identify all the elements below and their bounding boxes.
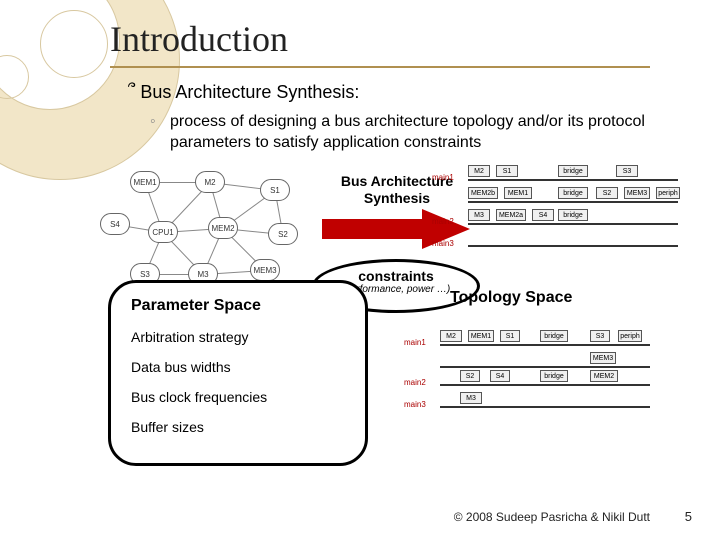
bus-block: periph — [618, 330, 642, 342]
bus-line — [440, 406, 650, 408]
bus-lane-label: main3 — [432, 239, 454, 248]
parameter-item: Bus clock frequencies — [131, 389, 345, 405]
graph-node: CPU1 — [148, 221, 178, 243]
parameter-item: Arbitration strategy — [131, 329, 345, 345]
parameter-space-box: Parameter Space Arbitration strategy Data… — [108, 280, 368, 466]
page-number: 5 — [685, 509, 692, 524]
bus-lane-label: main1 — [404, 338, 426, 347]
graph-node: MEM1 — [130, 171, 160, 193]
bus-block: S4 — [532, 209, 554, 221]
bullet-main: ՞ Bus Architecture Synthesis: — [128, 82, 359, 103]
graph-node: S4 — [100, 213, 130, 235]
bus-block: MEM2 — [590, 370, 618, 382]
bus-block: S3 — [590, 330, 610, 342]
bullet-sub: process of designing a bus architecture … — [170, 112, 670, 154]
bus-block: S1 — [496, 165, 518, 177]
topology-upper: main1M2S1bridgeS3MEM2bMEM1bridgeS2MEM3pe… — [468, 165, 688, 255]
bus-block: MEM3 — [624, 187, 650, 199]
bus-block: bridge — [558, 187, 588, 199]
graph-node: S1 — [260, 179, 290, 201]
graph-node: S2 — [268, 223, 298, 245]
graph-node: MEM2 — [208, 217, 238, 239]
deco-circle — [40, 10, 108, 78]
bus-block: bridge — [558, 165, 588, 177]
bus-block: MEM2a — [496, 209, 526, 221]
bus-block: bridge — [558, 209, 588, 221]
bus-line — [468, 179, 678, 181]
bus-lane-label: main2 — [404, 378, 426, 387]
copyright: © 2008 Sudeep Pasricha & Nikil Dutt — [454, 510, 650, 524]
bus-block: S2 — [460, 370, 480, 382]
bus-lane-label: main3 — [404, 400, 426, 409]
parameter-space-title: Parameter Space — [131, 297, 345, 315]
bus-block: periph — [656, 187, 680, 199]
bullet-glyph: ՞ — [128, 82, 135, 102]
parameter-item: Data bus widths — [131, 359, 345, 375]
bus-line — [468, 201, 678, 203]
title-underline — [110, 66, 650, 68]
graph-node: MEM3 — [250, 259, 280, 281]
bus-block: S1 — [500, 330, 520, 342]
bus-block: S2 — [596, 187, 618, 199]
bus-block: MEM3 — [590, 352, 616, 364]
bus-line — [440, 384, 650, 386]
bus-block: bridge — [540, 370, 568, 382]
bus-block: S3 — [616, 165, 638, 177]
bus-line — [440, 366, 650, 368]
parameter-item: Buffer sizes — [131, 419, 345, 435]
bullet-main-text: Bus Architecture Synthesis: — [140, 82, 359, 102]
topology-lower: main1M2MEM1S1bridgeS3periphMEM3main2S2S4… — [440, 330, 660, 420]
bus-line — [440, 344, 650, 346]
bus-line — [468, 223, 678, 225]
bus-block: S4 — [490, 370, 510, 382]
bus-line — [468, 245, 678, 247]
bus-block: MEM2b — [468, 187, 498, 199]
input-graph: MEM1M2S1S4CPU1MEM2S2S3M3MEM3 — [100, 171, 300, 291]
bus-block: M2 — [440, 330, 462, 342]
bus-lane-label: main1 — [432, 173, 454, 182]
bus-block: MEM1 — [504, 187, 532, 199]
bus-block: bridge — [540, 330, 568, 342]
bus-block: M2 — [468, 165, 490, 177]
bus-block: M3 — [468, 209, 490, 221]
bus-block: MEM1 — [468, 330, 494, 342]
page-title: Introduction — [110, 18, 288, 60]
topology-space-title: Topology Space — [450, 289, 572, 307]
graph-node: M2 — [195, 171, 225, 193]
bus-lane-label: main2 — [432, 217, 454, 226]
bus-block: M3 — [460, 392, 482, 404]
